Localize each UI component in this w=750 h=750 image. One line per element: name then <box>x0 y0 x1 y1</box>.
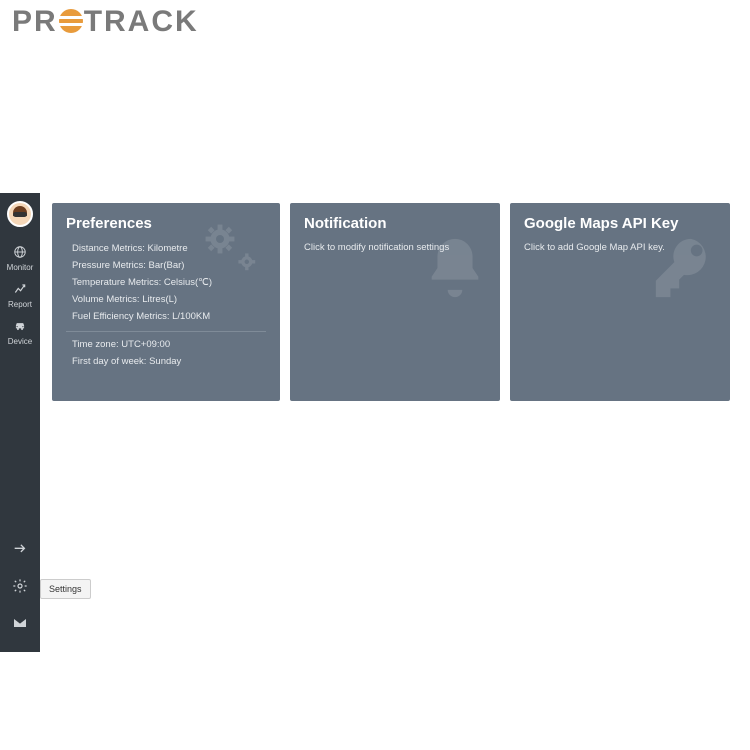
logo-suffix: TRACK <box>84 5 199 38</box>
content: Preferences Distance Metrics: Kilometre … <box>40 193 750 652</box>
divider <box>66 331 266 332</box>
card-notification[interactable]: Notification Click to modify notificatio… <box>290 203 500 401</box>
card-preferences[interactable]: Preferences Distance Metrics: Kilometre … <box>52 203 280 401</box>
share-button[interactable] <box>0 533 40 570</box>
key-icon <box>650 233 720 303</box>
preferences-extra: Time zone: UTC+09:00 First day of week: … <box>66 336 266 370</box>
sidebar-item-monitor[interactable]: Monitor <box>0 241 40 278</box>
gears-icon <box>192 211 272 291</box>
card-title: Notification <box>304 215 486 232</box>
chart-icon <box>0 282 40 299</box>
car-icon <box>0 319 40 336</box>
card-apikey[interactable]: Google Maps API Key Click to add Google … <box>510 203 730 401</box>
sidebar-item-label: Monitor <box>0 263 40 272</box>
sidebar-item-label: Report <box>0 300 40 309</box>
sidebar: Monitor Report Device Settings <box>0 193 40 652</box>
sidebar-item-device[interactable]: Device <box>0 315 40 352</box>
sidebar-bottom: Settings <box>0 533 40 652</box>
pref-line: Time zone: UTC+09:00 <box>72 336 266 353</box>
settings-button[interactable]: Settings <box>0 570 40 607</box>
app-area: Monitor Report Device Settings <box>0 193 750 652</box>
logo-prefix: PR <box>12 5 58 38</box>
pref-line: Volume Metrics: Litres(L) <box>72 291 266 308</box>
card-title: Google Maps API Key <box>524 215 716 232</box>
mail-button[interactable] <box>0 607 40 644</box>
sidebar-item-report[interactable]: Report <box>0 278 40 315</box>
avatar[interactable] <box>7 201 33 227</box>
tooltip-settings: Settings <box>40 579 91 599</box>
pref-line: First day of week: Sunday <box>72 353 266 370</box>
globe-icon <box>0 245 40 262</box>
pref-line: Fuel Efficiency Metrics: L/100KM <box>72 308 266 325</box>
bell-icon <box>420 233 490 303</box>
sidebar-item-label: Device <box>0 337 40 346</box>
logo: PR TRACK <box>12 5 199 39</box>
logo-o-icon <box>59 9 83 33</box>
